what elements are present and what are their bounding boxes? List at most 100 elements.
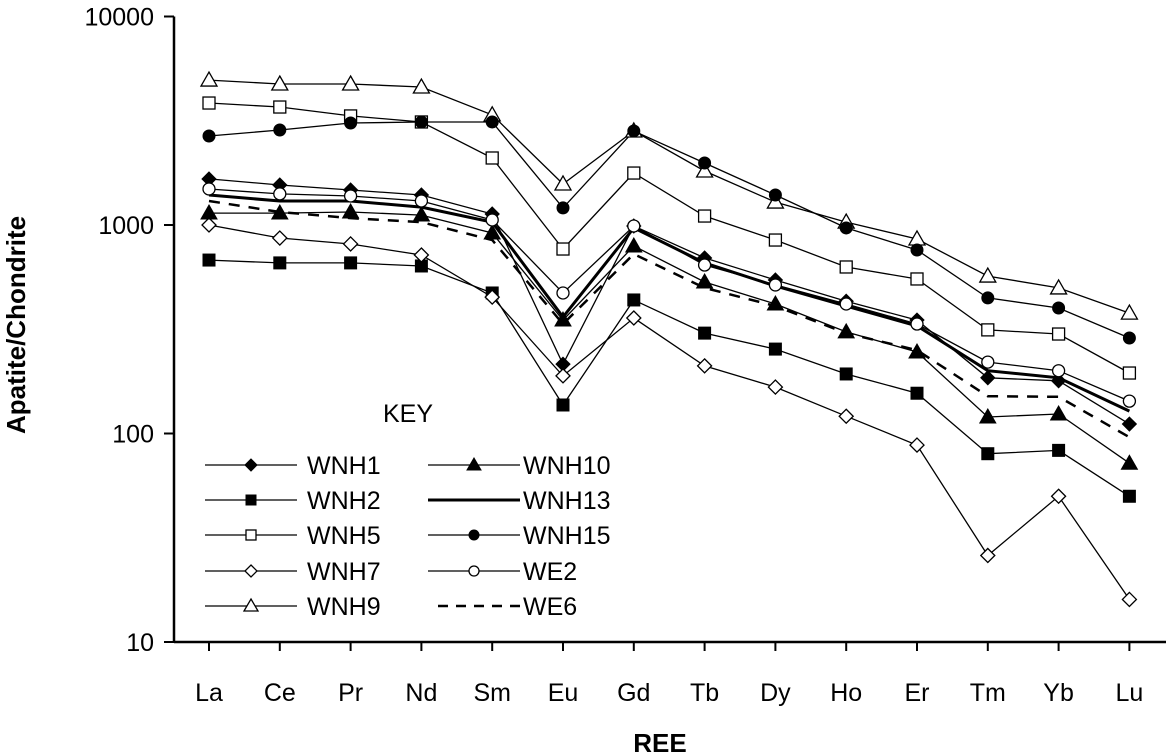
triangle-open-marker: [199, 70, 219, 87]
circle-open-marker: [202, 182, 216, 196]
diamond-filled-marker: [1050, 373, 1067, 389]
x-tick-label-eu: Eu: [548, 679, 579, 707]
x-tick-label-gd: Gd: [617, 679, 650, 707]
square-filled-marker: [202, 253, 216, 267]
markers-wnh1: [201, 171, 1138, 432]
circle-open-marker: [910, 317, 924, 331]
x-tick-label-sm: Sm: [473, 679, 511, 707]
triangle-filled-marker: [1120, 454, 1139, 470]
diamond-filled-marker: [1121, 416, 1138, 432]
triangle-filled-marker: [200, 204, 218, 220]
triangle-filled-marker: [483, 224, 502, 240]
x-tick-label-pr: Pr: [338, 679, 363, 707]
y-tick-label: 10: [126, 629, 154, 657]
legend-label: WNH2: [307, 487, 381, 515]
circle-filled-marker: [202, 129, 216, 143]
circle-filled-marker: [556, 201, 570, 215]
square-open-marker: [981, 323, 995, 337]
x-axis-title: REE: [633, 728, 686, 755]
x-tick-label-nd: Nd: [405, 679, 437, 707]
legend-label: WE2: [523, 558, 577, 586]
diamond-open-marker: [838, 408, 855, 425]
series-line: [208, 121, 1130, 339]
triangle-open-marker: [242, 597, 260, 612]
square-open-marker: [273, 100, 287, 114]
triangle-open-marker: [1120, 303, 1139, 320]
square-filled-marker: [1052, 443, 1066, 457]
circle-open-marker: [697, 258, 712, 272]
x-tick-label-tm: Tm: [970, 679, 1006, 707]
circle-filled-marker: [1122, 331, 1136, 345]
circle-filled-marker: [698, 156, 712, 170]
y-tick-label: 1000: [98, 212, 154, 240]
legend-item-wnh15: WNH15: [428, 522, 611, 550]
series-wnh5: [208, 102, 1130, 374]
y-axis-title: Apatite/Chondrite: [1, 216, 31, 434]
triangle-filled-marker: [554, 311, 572, 327]
square-open-marker: [202, 96, 216, 110]
circle-filled-marker: [627, 124, 641, 138]
triangle-filled-marker: [341, 203, 360, 219]
diamond-open-marker: [625, 310, 642, 326]
triangle-filled-marker: [466, 457, 482, 471]
square-filled-marker: [768, 342, 782, 356]
square-filled-marker: [556, 398, 570, 412]
circle-open-marker: [485, 213, 499, 227]
diamond-open-marker: [271, 230, 288, 246]
series-line: [208, 224, 1130, 600]
plot-area: [199, 70, 1139, 608]
series-line: [208, 259, 1130, 497]
markers-wnh5: [202, 96, 1137, 380]
markers-wnh7: [201, 217, 1138, 608]
legend-label: WNH5: [307, 522, 381, 550]
square-open-marker: [1122, 366, 1137, 380]
square-filled-marker: [1122, 489, 1136, 503]
series-we6: [208, 199, 1131, 439]
square-filled-marker: [910, 386, 924, 400]
series-we2: [208, 188, 1130, 402]
x-tick-label-ce: Ce: [264, 679, 296, 707]
circle-open-marker: [468, 565, 480, 577]
legend-item-wnh5: WNH5: [205, 522, 381, 550]
diamond-open-marker: [696, 357, 713, 374]
circle-open-marker: [273, 187, 287, 201]
square-filled-marker: [839, 367, 853, 381]
triangle-open-marker: [341, 74, 360, 91]
diamond-open-marker: [767, 379, 784, 395]
x-tick-label-ho: Ho: [830, 679, 862, 707]
markers-we2: [202, 182, 1137, 408]
y-axis: 10 100 1000 10000: [84, 4, 176, 657]
circle-filled-marker: [839, 221, 853, 235]
square-filled-marker: [698, 326, 712, 340]
series-wnh2: [208, 259, 1130, 497]
diamond-open-marker: [342, 236, 359, 252]
square-open-marker: [1051, 327, 1066, 341]
legend-label: WE6: [523, 593, 577, 621]
x-axis: La Ce Pr Nd Sm Eu Gd Tb Dy Ho Er Tm Yb Lu: [174, 640, 1166, 707]
markers-wnh10: [200, 203, 1139, 470]
triangle-filled-marker: [695, 272, 714, 289]
triangle-filled-marker: [908, 342, 926, 359]
x-tick-label-yb: Yb: [1043, 679, 1074, 707]
circle-open-marker: [343, 189, 358, 203]
diamond-open-marker: [1121, 591, 1138, 608]
diamond-open-marker: [1050, 488, 1067, 505]
markers-wnh15: [202, 115, 1136, 345]
series-wnh9: [208, 79, 1130, 314]
circle-filled-marker: [273, 123, 287, 137]
legend-item-we2: WE2: [428, 558, 577, 586]
series-line: [208, 178, 1130, 425]
series-line: [208, 188, 1130, 402]
triangle-filled-marker: [412, 206, 431, 222]
series-wnh7: [208, 224, 1130, 600]
triangle-filled-marker: [624, 236, 643, 253]
triangle-filled-marker: [270, 204, 289, 220]
circle-open-marker: [627, 219, 641, 233]
circle-filled-marker: [1052, 301, 1066, 315]
circle-open-marker: [981, 355, 995, 369]
series-line: [208, 79, 1130, 314]
square-open-marker: [768, 233, 783, 247]
legend-item-wnh9: WNH9: [205, 593, 381, 621]
legend-label: WNH13: [523, 487, 611, 515]
